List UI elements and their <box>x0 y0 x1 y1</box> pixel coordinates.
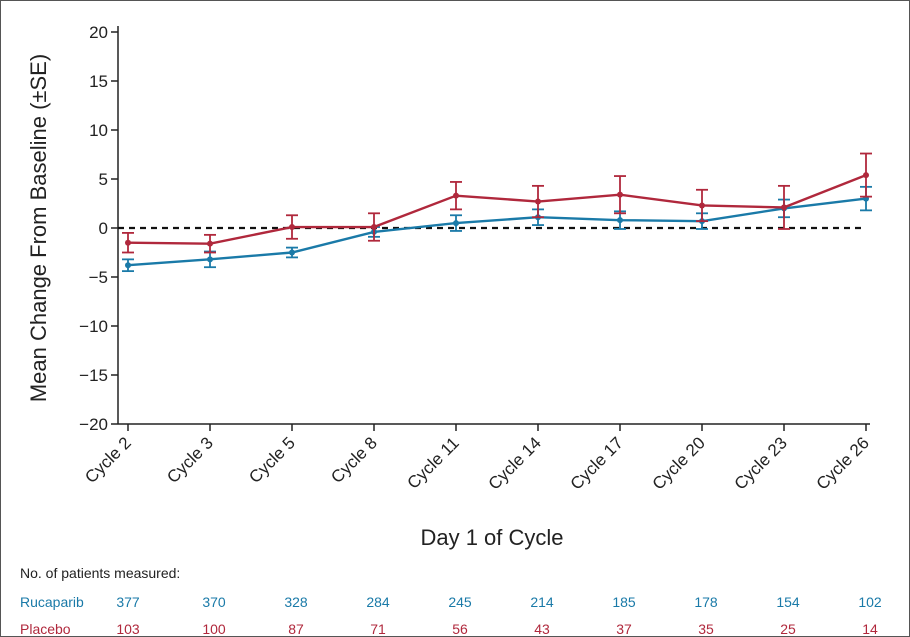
patients-count: 103 <box>116 621 140 637</box>
data-point <box>207 256 213 263</box>
x-tick-label: Cycle 11 <box>404 433 463 492</box>
patients-count: 37 <box>616 621 632 637</box>
patients-count: 35 <box>698 621 714 637</box>
x-tick-label: Cycle 8 <box>327 433 381 487</box>
patients-count: 71 <box>370 621 386 637</box>
patients-count: 56 <box>452 621 468 637</box>
data-point <box>125 262 131 269</box>
x-tick-label: Cycle 20 <box>649 433 709 493</box>
y-tick-label: 20 <box>89 23 108 42</box>
y-tick-label: 5 <box>99 170 108 189</box>
patients-count: 328 <box>284 594 308 610</box>
data-point <box>535 198 541 205</box>
y-tick-label: −5 <box>89 268 108 287</box>
x-tick-label: Cycle 5 <box>245 433 299 487</box>
data-point <box>863 172 869 179</box>
y-tick-label: −20 <box>79 415 108 434</box>
x-tick-label: Cycle 26 <box>813 433 873 493</box>
x-axis-title: Day 1 of Cycle <box>420 525 563 550</box>
patients-count: 377 <box>116 594 140 610</box>
y-tick-label: −15 <box>79 366 108 385</box>
patients-count: 87 <box>288 621 304 637</box>
patients-row-label: Placebo <box>20 621 71 637</box>
x-tick-label: Cycle 17 <box>567 433 627 493</box>
patients-measured-title: No. of patients measured: <box>20 565 180 581</box>
patients-count: 245 <box>448 594 472 610</box>
y-tick-label: 10 <box>89 121 108 140</box>
patients-count: 370 <box>202 594 226 610</box>
series-line <box>127 173 867 245</box>
data-point <box>289 249 295 256</box>
y-tick-label: 15 <box>89 72 108 91</box>
x-tick-label: Cycle 23 <box>731 433 791 493</box>
y-tick-label: 0 <box>99 219 108 238</box>
x-tick-label: Cycle 3 <box>163 433 217 487</box>
data-point <box>125 239 131 246</box>
x-tick-label: Cycle 14 <box>485 433 545 493</box>
data-point <box>453 192 459 199</box>
patients-count: 284 <box>366 594 390 610</box>
patients-measured-table: No. of patients measured: Rucaparib 377 37… <box>20 565 882 637</box>
patients-count: 25 <box>780 621 796 637</box>
data-point <box>453 220 459 227</box>
patients-count: 43 <box>534 621 550 637</box>
patients-count: 154 <box>776 594 800 610</box>
patients-count: 178 <box>694 594 718 610</box>
x-tick-label: Cycle 2 <box>81 433 135 487</box>
patients-count: 185 <box>612 594 636 610</box>
series-line <box>127 197 867 267</box>
patients-count: 100 <box>202 621 226 637</box>
data-point <box>289 224 295 231</box>
patients-count: 214 <box>530 594 554 610</box>
patients-count: 14 <box>862 621 878 637</box>
y-tick-label: −10 <box>79 317 108 336</box>
series-group <box>122 152 872 273</box>
data-point <box>781 204 787 211</box>
series-placebo <box>122 152 872 254</box>
patients-count: 102 <box>858 594 882 610</box>
data-point <box>617 191 623 198</box>
y-axis-title: Mean Change From Baseline (±SE) <box>26 54 51 402</box>
data-point <box>617 217 623 224</box>
data-point <box>207 240 213 247</box>
data-point <box>371 224 377 231</box>
data-point <box>699 202 705 209</box>
patients-row-label: Rucaparib <box>20 594 84 610</box>
